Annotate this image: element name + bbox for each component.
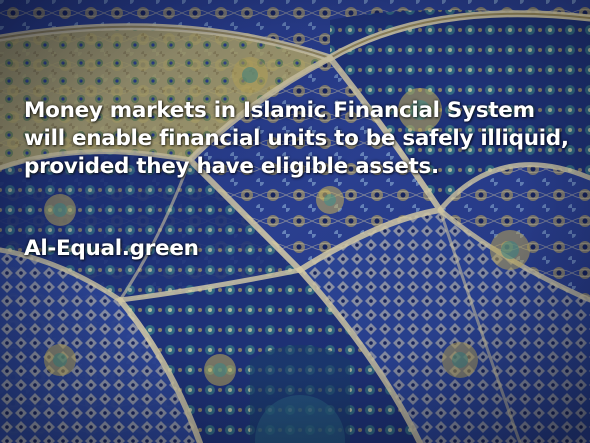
quote-text: Money markets in Islamic Financial Syste…: [24, 97, 584, 181]
quote-line: Money markets in Islamic Financial Syste…: [24, 98, 535, 123]
attribution: Al-Equal.green: [24, 236, 199, 261]
quote-line: provided they have eligible assets.: [24, 154, 439, 179]
quote-line: will enable financial units to be safely…: [24, 126, 569, 151]
